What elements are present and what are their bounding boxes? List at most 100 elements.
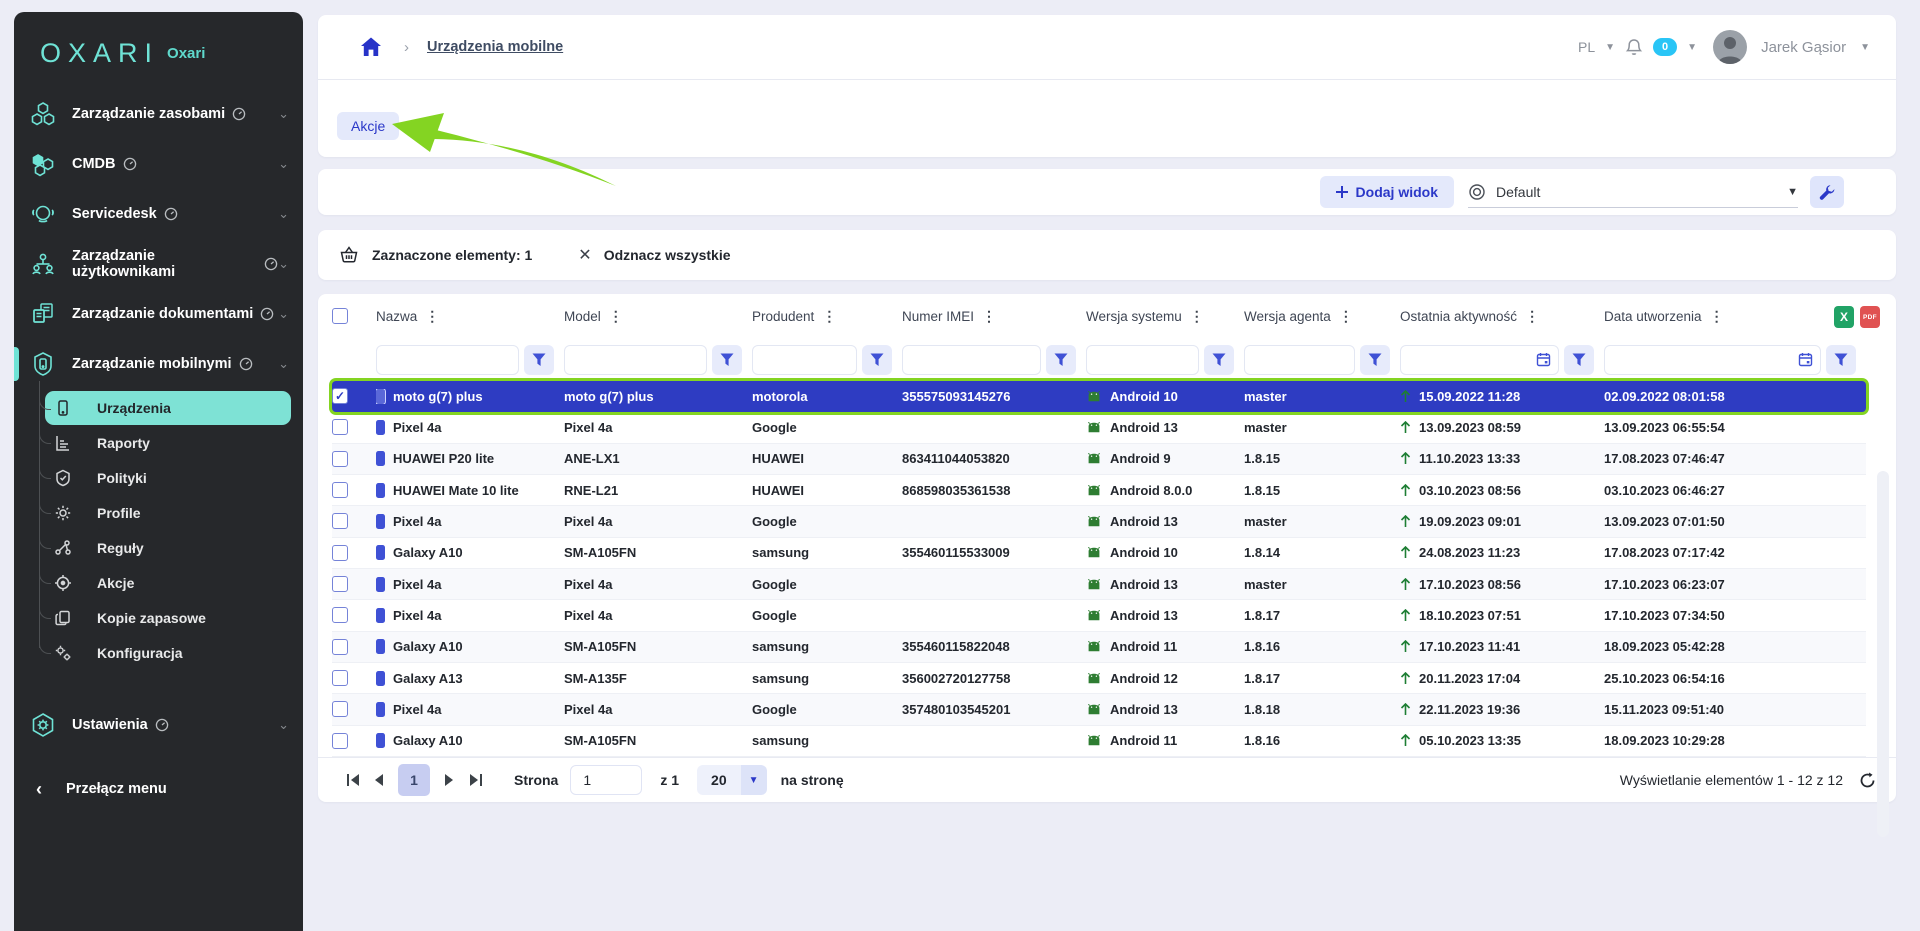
table-row[interactable]: Galaxy A10 SM-A105FN samsung 35546011553… [332,538,1866,569]
sidebar-subitem-profile[interactable]: Profile [14,491,303,530]
sidebar-subitem-akcje[interactable]: Akcje [14,561,303,600]
filter-funnel-button[interactable] [1046,344,1076,375]
filter-input-system[interactable] [1086,344,1199,375]
filter-input-producent[interactable] [752,344,857,375]
per-page-select[interactable]: 20 ▼ [697,765,767,795]
export-pdf-icon[interactable]: PDF [1860,306,1880,328]
home-icon[interactable] [360,37,382,57]
calendar-icon[interactable] [1798,352,1813,367]
column-menu-icon[interactable]: ⋮ [608,307,623,324]
column-menu-icon[interactable]: ⋮ [425,307,440,324]
table-row[interactable]: Pixel 4a Pixel 4a Google Android 13 mast… [332,568,1866,601]
last-page-button[interactable] [462,767,488,793]
first-page-button[interactable] [340,767,366,793]
sidebar-item-dokumenty[interactable]: Zarządzanie dokumentami ⌄ [14,289,303,339]
column-menu-icon[interactable]: ⋮ [1709,307,1724,324]
filter-input-imei[interactable] [902,344,1041,375]
refresh-icon[interactable] [1859,772,1876,789]
row-checkbox[interactable] [332,638,348,655]
filter-input-nazwa[interactable] [376,344,519,375]
arrow-up-icon [1400,702,1411,715]
filter-funnel-button[interactable] [1564,344,1594,375]
filter-funnel-button[interactable] [1360,344,1390,375]
sidebar-item-mobilne[interactable]: Zarządzanie mobilnymi ⌄ [14,339,303,389]
table-row[interactable]: Pixel 4a Pixel 4a Google Android 13 mast… [332,506,1866,538]
filter-input-utworzenia[interactable] [1604,344,1821,375]
row-checkbox[interactable] [332,576,348,593]
column-menu-icon[interactable]: ⋮ [982,307,997,324]
filter-funnel-button[interactable] [862,344,892,375]
notification-badge[interactable]: 0 [1653,38,1678,56]
sidebar-subitem-kopie[interactable]: Kopie zapasowe [14,596,303,635]
sidebar-subitem-polityki[interactable]: Polityki [14,456,303,495]
chevron-down-icon[interactable]: ▼ [1860,41,1870,53]
add-view-button[interactable]: Dodaj widok [1319,176,1454,208]
bell-icon[interactable] [1625,38,1643,57]
sidebar-subitem-urzadzenia[interactable]: Urządzenia [39,387,291,425]
chevron-down-icon[interactable]: ▼ [1687,41,1698,53]
row-checkbox[interactable] [332,544,348,561]
vertical-scrollbar[interactable] [1877,471,1889,837]
row-checkbox[interactable]: ✓ [332,388,348,405]
row-checkbox[interactable] [332,701,348,718]
sidebar-item-uzytkownicy[interactable]: Zarządzanie użytkownikami ⌄ [14,239,303,289]
table-row[interactable]: Pixel 4a Pixel 4a Google 357480103545201… [332,694,1866,726]
row-checkbox[interactable] [332,419,348,436]
table-row[interactable]: ✓ moto g(7) plus moto g(7) plus motorola… [332,381,1866,413]
filter-funnel-button[interactable] [1826,344,1856,375]
column-menu-icon[interactable]: ⋮ [1189,307,1204,324]
akcje-button[interactable]: Akcje [337,112,400,140]
current-page-button[interactable]: 1 [398,764,430,796]
column-menu-icon[interactable]: ⋮ [1338,307,1353,324]
table-row[interactable]: Galaxy A10 SM-A105FN samsung 35546011582… [332,631,1866,663]
sidebar-item-zasoby[interactable]: Zarządzanie zasobami ⌄ [14,89,303,139]
sidebar-item-cmdb[interactable]: CMDB ⌄ [14,139,303,189]
cell-last-activity: 18.10.2023 07:51 [1419,607,1521,623]
table-row[interactable]: HUAWEI P20 lite ANE-LX1 HUAWEI 863411044… [332,443,1866,475]
sidebar-item-servicedesk[interactable]: Servicedesk ⌄ [14,189,303,239]
sidebar-subitem-konfiguracja[interactable]: Konfiguracja [14,631,303,670]
view-select[interactable]: Default ▼ [1468,176,1798,208]
calendar-icon[interactable] [1536,352,1551,367]
chevron-down-icon[interactable]: ▼ [1605,41,1616,53]
table-row[interactable]: HUAWEI Mate 10 lite RNE-L21 HUAWEI 86859… [332,475,1866,507]
export-excel-icon[interactable]: X [1834,306,1854,328]
row-checkbox[interactable] [332,513,348,530]
android-icon [1088,484,1100,495]
sidebar-subitem-reguly[interactable]: Reguły [14,526,303,565]
filter-input-model[interactable] [564,344,707,375]
filter-funnel-button[interactable] [524,344,554,375]
configure-view-button[interactable] [1810,176,1844,208]
filter-funnel-button[interactable] [1204,344,1234,375]
device-icon [376,607,385,623]
user-name[interactable]: Jarek Gąsior [1761,38,1847,56]
row-checkbox[interactable] [332,670,348,687]
filter-input-aktywnosc[interactable] [1400,344,1559,375]
row-checkbox[interactable] [332,732,348,749]
row-checkbox[interactable] [332,482,348,499]
table-row[interactable]: Galaxy A10 SM-A105FN samsung Android 11 … [332,726,1866,757]
device-icon [376,670,385,686]
next-page-button[interactable] [436,767,462,793]
column-menu-icon[interactable]: ⋮ [1525,307,1540,324]
cell-producer: Google [752,419,797,435]
sidebar-subitem-raporty[interactable]: Raporty [14,421,303,460]
deselect-all-button[interactable]: ✕ Odznacz wszystkie [578,245,730,265]
table-row[interactable]: Galaxy A13 SM-A135F samsung 356002720127… [332,663,1866,695]
sidebar-subitem-label: Kopie zapasowe [97,609,206,626]
filter-funnel-button[interactable] [712,344,742,375]
column-menu-icon[interactable]: ⋮ [822,307,837,324]
filter-input-agent[interactable] [1244,344,1355,375]
previous-page-button[interactable] [366,767,392,793]
menu-toggle[interactable]: ‹ Przełącz menu [14,764,303,814]
language-selector[interactable]: PL [1578,39,1596,55]
table-row[interactable]: Pixel 4a Pixel 4a Google Android 13 1.8.… [332,600,1866,632]
row-checkbox[interactable] [332,607,348,624]
table-row[interactable]: Pixel 4a Pixel 4a Google Android 13 mast… [332,412,1866,444]
sidebar-item-ustawienia[interactable]: Ustawienia ⌄ [14,700,303,750]
row-checkbox[interactable] [332,450,348,467]
avatar[interactable] [1713,30,1748,64]
select-all-checkbox[interactable] [332,308,348,324]
breadcrumb-link[interactable]: Urządzenia mobilne [427,39,564,55]
page-number-input[interactable] [570,765,643,795]
